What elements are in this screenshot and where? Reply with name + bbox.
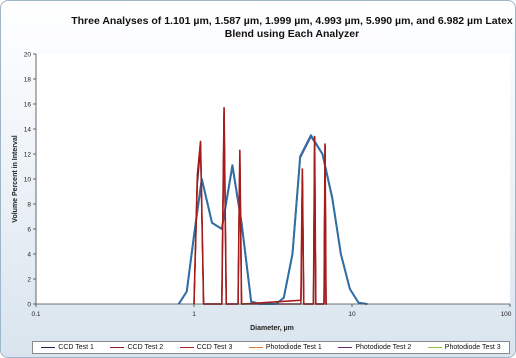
x-ticks: 0.1 1 10 100	[31, 304, 512, 318]
y-tick-label: 12	[24, 151, 32, 158]
y-axis-label: Volume Percent in Interval	[12, 135, 19, 222]
chart-title-line-2: Blend using Each Analyzer	[225, 28, 359, 40]
y-tick-label: 14	[24, 126, 32, 133]
chart-title-line-1: Three Analyses of 1.101 µm, 1.587 µm, 1.…	[71, 15, 513, 27]
y-tick-label: 2	[27, 276, 31, 283]
legend-swatch	[41, 347, 56, 348]
x-tick-label: 1	[192, 311, 196, 318]
legend-label: CCD Test 2	[127, 344, 164, 351]
y-tick-label: 4	[27, 251, 31, 258]
y-tick-label: 20	[24, 51, 32, 58]
legend-item-ccd-test-2: CCD Test 2	[110, 344, 163, 351]
legend-swatch	[179, 347, 194, 348]
legend-label: Photodiode Test 3	[444, 344, 501, 351]
legend: CCD Test 1 CCD Test 2 CCD Test 3 Photodiode…	[32, 341, 510, 354]
x-tick-label: 0.1	[31, 311, 40, 318]
legend-swatch	[338, 347, 353, 348]
legend-swatch	[427, 347, 442, 348]
legend-label: Photodiode Test 1	[265, 344, 322, 351]
legend-swatch	[110, 347, 125, 348]
legend-item-photodiode-test-3: Photodiode Test 3	[427, 344, 501, 351]
y-tick-label: 16	[24, 101, 32, 108]
legend-item-ccd-test-3: CCD Test 3	[179, 344, 233, 351]
y-tick-label: 10	[24, 176, 32, 183]
y-tick-label: 0	[27, 301, 31, 308]
y-tick-label: 8	[27, 201, 31, 208]
legend-label: Photodiode Test 2	[355, 344, 412, 351]
x-tick-label: 100	[501, 311, 512, 318]
y-tick-label: 18	[24, 76, 32, 83]
y-tick-label: 6	[27, 226, 31, 233]
x-tick-label: 10	[348, 311, 356, 318]
legend-item-photodiode-test-1: Photodiode Test 1	[248, 344, 322, 351]
legend-label: CCD Test 3	[196, 344, 233, 351]
legend-item-ccd-test-1: CCD Test 1	[41, 344, 94, 351]
legend-label: CCD Test 1	[58, 344, 94, 351]
legend-swatch	[248, 347, 263, 348]
x-axis-label: Diameter, µm	[250, 325, 294, 332]
y-ticks: 0 2 4 6 8 10 12 14 16 18 20	[24, 51, 36, 308]
plot-area	[36, 54, 510, 304]
legend-item-photodiode-test-2: Photodiode Test 2	[338, 344, 411, 351]
